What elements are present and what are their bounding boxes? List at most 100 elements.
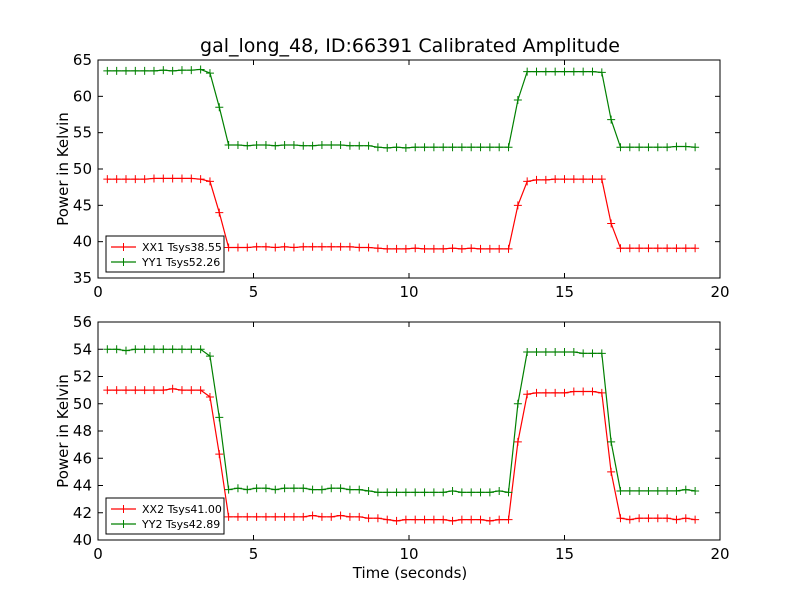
data-point [364, 141, 373, 150]
data-point [439, 143, 448, 152]
data-point [121, 386, 130, 395]
data-point [224, 141, 233, 150]
data-point [663, 514, 672, 523]
data-point [467, 244, 476, 253]
data-point [205, 352, 214, 361]
data-point [476, 143, 485, 152]
data-point [252, 512, 261, 521]
data-point [495, 486, 504, 495]
data-point [448, 143, 457, 152]
series-line [107, 68, 696, 149]
data-point [653, 244, 662, 253]
data-point [485, 143, 494, 152]
data-point [523, 390, 532, 399]
series-2 [103, 345, 700, 497]
data-point [271, 243, 280, 252]
data-point [280, 512, 289, 521]
data-point [457, 244, 466, 253]
data-point [569, 387, 578, 396]
data-point [271, 512, 280, 521]
data-point [672, 244, 681, 253]
data-point [635, 514, 644, 523]
data-point [355, 141, 364, 150]
data-point [411, 515, 420, 524]
data-point [513, 437, 522, 446]
data-point [327, 242, 336, 251]
data-point [261, 141, 270, 150]
data-point [140, 386, 149, 395]
y-tick-label: 40 [73, 531, 92, 549]
data-point [289, 243, 298, 252]
data-point [569, 347, 578, 356]
data-point [392, 488, 401, 497]
data-point [560, 67, 569, 76]
data-point [168, 384, 177, 393]
data-point [457, 143, 466, 152]
data-point [653, 143, 662, 152]
data-point [523, 67, 532, 76]
data-point [355, 512, 364, 521]
legend-label: YY2 Tsys42.89 [141, 518, 220, 531]
data-point [532, 347, 541, 356]
data-point [345, 512, 354, 521]
data-point [513, 95, 522, 104]
data-point [336, 242, 345, 251]
y-tick-label: 50 [73, 160, 92, 178]
data-point [317, 512, 326, 521]
data-point [635, 143, 644, 152]
legend-label: YY1 Tsys52.26 [141, 256, 220, 269]
data-point [336, 511, 345, 520]
data-point [401, 244, 410, 253]
data-point [392, 516, 401, 525]
data-point [635, 486, 644, 495]
data-point [177, 386, 186, 395]
data-point [551, 388, 560, 397]
data-point [224, 485, 233, 494]
data-point [579, 67, 588, 76]
y-axis-label: Power in Kelvin [54, 374, 72, 488]
data-point [625, 486, 634, 495]
data-point [439, 488, 448, 497]
data-point [504, 143, 513, 152]
data-point [541, 388, 550, 397]
data-point [625, 244, 634, 253]
data-point [345, 485, 354, 494]
data-point [131, 175, 140, 184]
data-point [569, 175, 578, 184]
data-point [541, 347, 550, 356]
data-point [215, 413, 224, 422]
data-point [177, 345, 186, 354]
data-point [159, 386, 168, 395]
data-point [187, 174, 196, 183]
data-point [373, 244, 382, 253]
data-point [485, 244, 494, 253]
data-point [429, 488, 438, 497]
data-point [252, 484, 261, 493]
data-point [504, 244, 513, 253]
data-point [233, 512, 242, 521]
x-tick-label: 10 [399, 545, 418, 563]
data-point [672, 515, 681, 524]
data-point [205, 177, 214, 186]
data-point [205, 392, 214, 401]
series-2 [103, 65, 700, 152]
y-tick-label: 55 [73, 124, 92, 142]
chart-title: gal_long_48, ID:66391 Calibrated Amplitu… [200, 35, 620, 57]
data-point [429, 143, 438, 152]
data-point [149, 174, 158, 183]
legend-box [105, 497, 225, 535]
data-point [476, 244, 485, 253]
data-point [448, 516, 457, 525]
data-point [252, 141, 261, 150]
y-tick-label: 35 [73, 269, 92, 287]
data-point [691, 143, 700, 152]
data-point [317, 242, 326, 251]
data-point [187, 66, 196, 75]
x-tick-label: 20 [710, 283, 729, 301]
data-point [495, 515, 504, 524]
data-point [364, 243, 373, 252]
subplot-1: 0 5 10 15 20 35 40 45 50 55 60 65 Power in Kelvin XX1… [54, 51, 730, 301]
data-point [112, 175, 121, 184]
data-point [560, 388, 569, 397]
data-point [233, 243, 242, 252]
